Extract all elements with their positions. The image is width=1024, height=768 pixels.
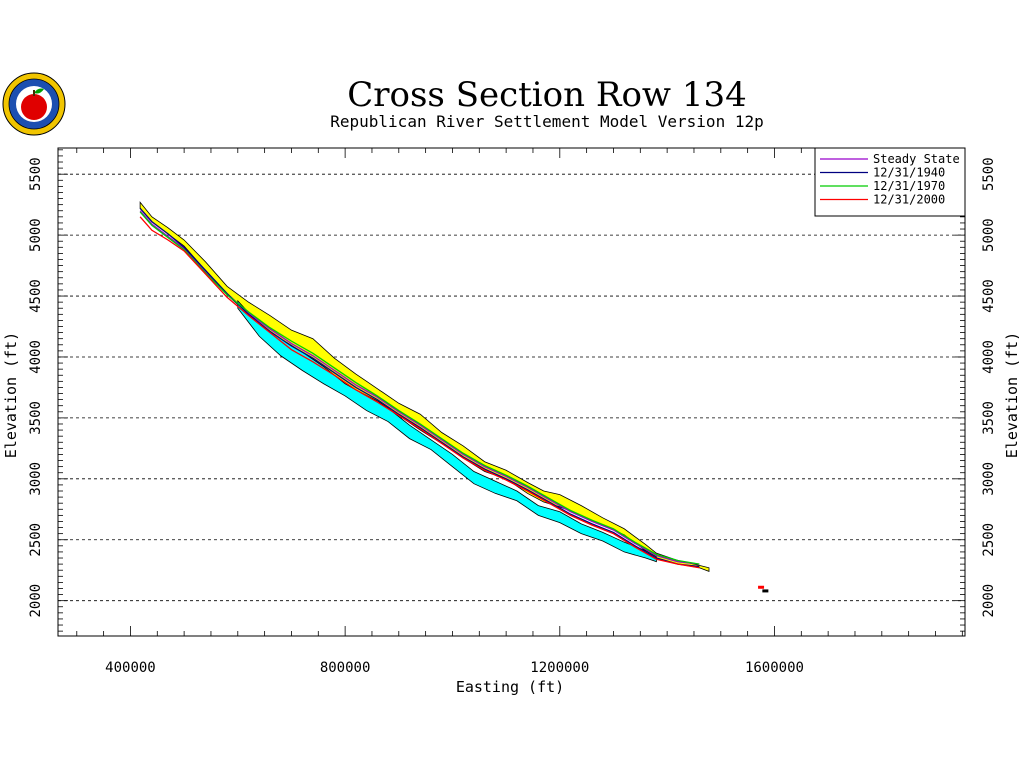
y-tick-label: 5000 [28,218,44,252]
outlier-point [758,585,765,589]
y-tick-label: 4000 [981,340,997,374]
series-line-0 [139,210,700,565]
y-tick-label: 3000 [28,462,44,496]
y-tick-label: 3500 [981,401,997,435]
y-tick-label: 2000 [981,584,997,618]
plot-area: 2000 2000 2500 2500 3000 3000 3500 3500 4000 4000… [28,147,997,676]
legend-label: 12/31/1940 [873,166,945,180]
y-axis-label-right: Elevation (ft) [1003,332,1021,458]
legend-label: 12/31/2000 [873,193,945,207]
x-tick-label: 400000 [105,660,156,676]
plot-frame [57,147,966,637]
y-tick-label: 2500 [981,523,997,557]
agency-seal-logo [2,72,66,136]
chart-subtitle: Republican River Settlement Model Versio… [330,112,763,131]
x-axis-label: Easting (ft) [456,678,564,696]
series-line-2 [139,211,700,565]
legend-label: Steady State [873,152,960,166]
y-tick-label: 3500 [28,401,44,435]
chart-title: Cross Section Row 134 [347,75,746,115]
y-tick-label: 4500 [981,279,997,313]
y-tick-label: 5500 [981,157,997,191]
y-tick-label: 2000 [28,584,44,618]
y-tick-label: 4000 [28,340,44,374]
layer-upper [139,201,710,572]
y-tick-label: 3000 [981,462,997,496]
legend-label: 12/31/1970 [873,179,945,193]
y-tick-label: 4500 [28,279,44,313]
series-line-1 [139,207,700,568]
y-tick-label: 2500 [28,523,44,557]
series-line-3 [139,216,700,569]
y-tick-label: 5000 [981,218,997,252]
y-axis-label-left: Elevation (ft) [2,332,20,458]
x-tick-label: 1600000 [745,660,804,676]
y-tick-label: 5500 [28,157,44,191]
outlier-point [762,589,769,593]
x-tick-label: 1200000 [530,660,589,676]
x-tick-label: 800000 [320,660,371,676]
legend: Steady State12/31/194012/31/197012/31/20… [814,147,966,217]
